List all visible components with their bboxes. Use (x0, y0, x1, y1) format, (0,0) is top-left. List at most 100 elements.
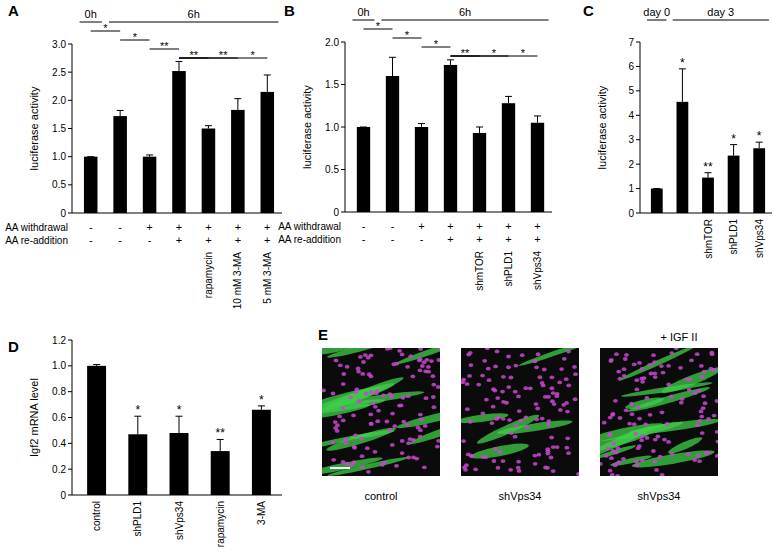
panel-letter: C (583, 2, 594, 19)
bar (357, 127, 370, 212)
nucleus (652, 460, 657, 464)
nucleus (501, 400, 506, 404)
nucleus (533, 462, 538, 466)
error-bar (679, 69, 686, 102)
nucleus (684, 377, 689, 381)
nucleus (678, 366, 683, 370)
significance-label: * (259, 393, 264, 407)
nucleus (549, 436, 554, 440)
y-tick (68, 391, 72, 392)
nucleus (517, 409, 522, 413)
nucleus (637, 417, 642, 421)
condition-sign: - (362, 233, 366, 245)
nucleus (343, 441, 348, 445)
y-tick (636, 115, 640, 116)
nucleus (661, 371, 666, 375)
nucleus (476, 383, 481, 387)
nucleus (532, 454, 537, 458)
nucleus (335, 429, 340, 433)
condition-sign: + (418, 220, 424, 232)
y-tick-label: 0 (60, 490, 66, 501)
bar (143, 157, 157, 213)
nucleus (546, 423, 551, 427)
nucleus (562, 357, 567, 361)
y-tick-label: 2.5 (52, 67, 66, 78)
nucleus (699, 409, 704, 413)
nucleus (605, 447, 610, 451)
nucleus (615, 474, 620, 476)
condition-sign: + (205, 234, 211, 246)
nucleus (699, 375, 704, 379)
y-tick (636, 188, 640, 189)
myotube (618, 348, 698, 383)
nucleus (352, 460, 357, 464)
error-cap (389, 57, 396, 58)
bar (728, 156, 740, 213)
time-group-label: 0h (357, 6, 369, 18)
condition-sign: + (264, 221, 270, 233)
bar (261, 92, 275, 213)
nucleus (525, 425, 530, 429)
bar (231, 110, 245, 213)
time-group-label: day 0 (643, 6, 670, 18)
nucleus (653, 375, 658, 379)
nucleus (557, 381, 562, 385)
nucleus (514, 424, 519, 428)
nucleus (630, 412, 635, 416)
significance-label: * (757, 129, 762, 143)
nucleus (464, 463, 469, 467)
nucleus (659, 364, 664, 368)
nucleus (351, 413, 356, 417)
y-axis-label: Igf2 mRNA level (28, 378, 40, 457)
nucleus (368, 413, 373, 417)
nucleus (651, 449, 656, 453)
nucleus (660, 410, 665, 414)
time-group-line (352, 20, 374, 21)
nucleus (550, 399, 555, 403)
nucleus (640, 380, 645, 384)
error-bar (176, 416, 183, 433)
nucleus (376, 409, 381, 413)
nucleus (516, 466, 521, 470)
image-label: shVps34 (638, 490, 681, 502)
y-tick (636, 213, 640, 214)
myotube (600, 443, 637, 460)
myotube (326, 348, 391, 360)
y-tick-label: 0.2 (52, 464, 66, 475)
bar (386, 76, 399, 212)
y-tick (636, 42, 640, 43)
nucleus (534, 365, 539, 369)
time-group-line (381, 20, 548, 21)
error-stem (120, 110, 121, 116)
myotube (667, 435, 704, 457)
nucleus (390, 412, 395, 416)
nucleus (651, 353, 656, 357)
y-tick-label: 1.0 (52, 151, 66, 162)
y-tick (341, 169, 345, 170)
nucleus (369, 422, 374, 426)
nucleus (348, 395, 353, 399)
y-tick-label: 0 (60, 208, 66, 219)
nucleus (470, 454, 475, 458)
nucleus (538, 375, 543, 379)
significance-label: * (250, 49, 255, 61)
nucleus (467, 374, 472, 378)
significance-label: * (177, 403, 182, 417)
nucleus (397, 349, 402, 353)
error-cap (93, 364, 100, 365)
error-bar (389, 57, 396, 76)
nucleus (537, 453, 542, 457)
nucleus (436, 385, 440, 389)
nucleus (545, 452, 550, 456)
nucleus (519, 419, 524, 423)
nucleus (358, 355, 363, 359)
condition-sign: + (176, 221, 182, 233)
myotube (628, 416, 718, 437)
error-bar (87, 156, 94, 157)
nucleus (634, 387, 639, 391)
nucleus (695, 352, 700, 356)
significance-label: * (680, 56, 685, 70)
y-tick-label: 2 (628, 159, 634, 170)
nucleus (506, 385, 511, 389)
nucleus (520, 353, 525, 357)
